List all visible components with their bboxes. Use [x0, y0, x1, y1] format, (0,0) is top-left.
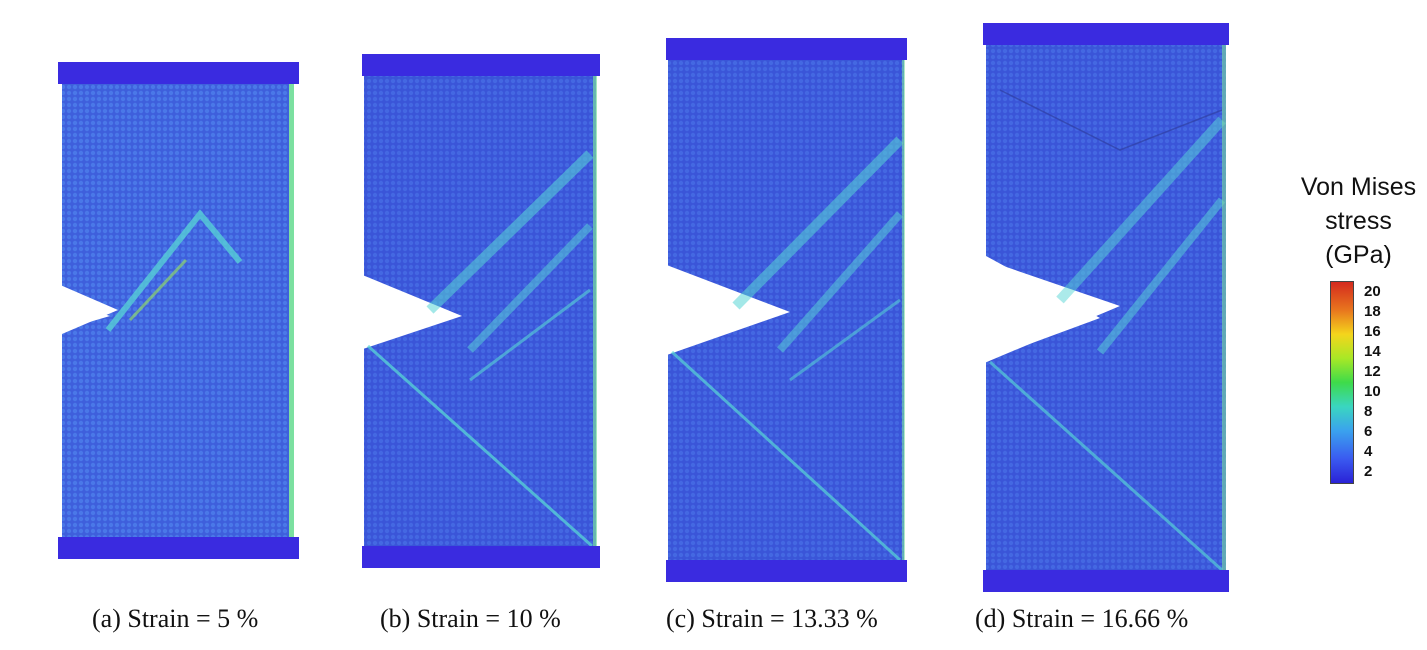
specimen-c: [664, 38, 907, 582]
caption-c: (c) Strain = 13.33 %: [666, 604, 878, 633]
top-grip-b: [362, 54, 600, 76]
bottom-grip-d: [983, 570, 1229, 592]
caption-a: (a) Strain = 5 %: [92, 604, 259, 633]
caption-d: (d) Strain = 16.66 %: [975, 604, 1189, 633]
specimen-body-c: [668, 60, 904, 560]
specimen-d: [980, 23, 1229, 592]
notch-b: [360, 274, 462, 350]
colorbar-tick: 4: [1364, 443, 1373, 460]
specimen-body-b: [364, 76, 596, 546]
legend-title: Von Mises stress (GPa): [1290, 170, 1427, 272]
shear-band-b: [426, 150, 594, 314]
notch-a: [58, 284, 118, 334]
caption-b: (b) Strain = 10 %: [380, 604, 561, 633]
colorbar-tick: 2: [1364, 463, 1373, 480]
top-grip-d: [983, 23, 1229, 45]
legend-title-line1: Von Mises: [1300, 173, 1417, 201]
bottom-grip-b: [362, 546, 600, 568]
colorbar-tick: 12: [1364, 363, 1381, 380]
shear-band-d: [1056, 116, 1226, 304]
shear-band-c: [732, 136, 904, 310]
specimen-a: [58, 62, 299, 559]
legend-title-line2: stress (GPa): [1325, 207, 1392, 269]
colorbar-tick: 18: [1364, 303, 1381, 320]
edge-band-c: [902, 60, 905, 560]
colorbar-tick: 20: [1364, 283, 1381, 300]
notch-d: [980, 258, 1120, 364]
shear-band-a: [105, 209, 243, 332]
top-grip-a: [58, 62, 299, 84]
bottom-grip-c: [666, 560, 907, 582]
edge-band-a: [289, 84, 294, 537]
colorbar-tick: 16: [1364, 323, 1381, 340]
colorbar-tick: 10: [1364, 383, 1381, 400]
specimen-b: [360, 54, 600, 568]
notch-c: [664, 264, 790, 356]
colorbar-tick: 6: [1364, 423, 1373, 440]
colorbar-tick: 8: [1364, 403, 1373, 420]
edge-band-b: [593, 76, 597, 546]
colorbar: [1330, 281, 1354, 484]
top-grip-c: [666, 38, 907, 60]
edge-band-d: [1222, 45, 1226, 570]
bottom-grip-a: [58, 537, 299, 559]
colorbar-tick: 14: [1364, 343, 1381, 360]
specimen-body-a: [62, 84, 292, 537]
